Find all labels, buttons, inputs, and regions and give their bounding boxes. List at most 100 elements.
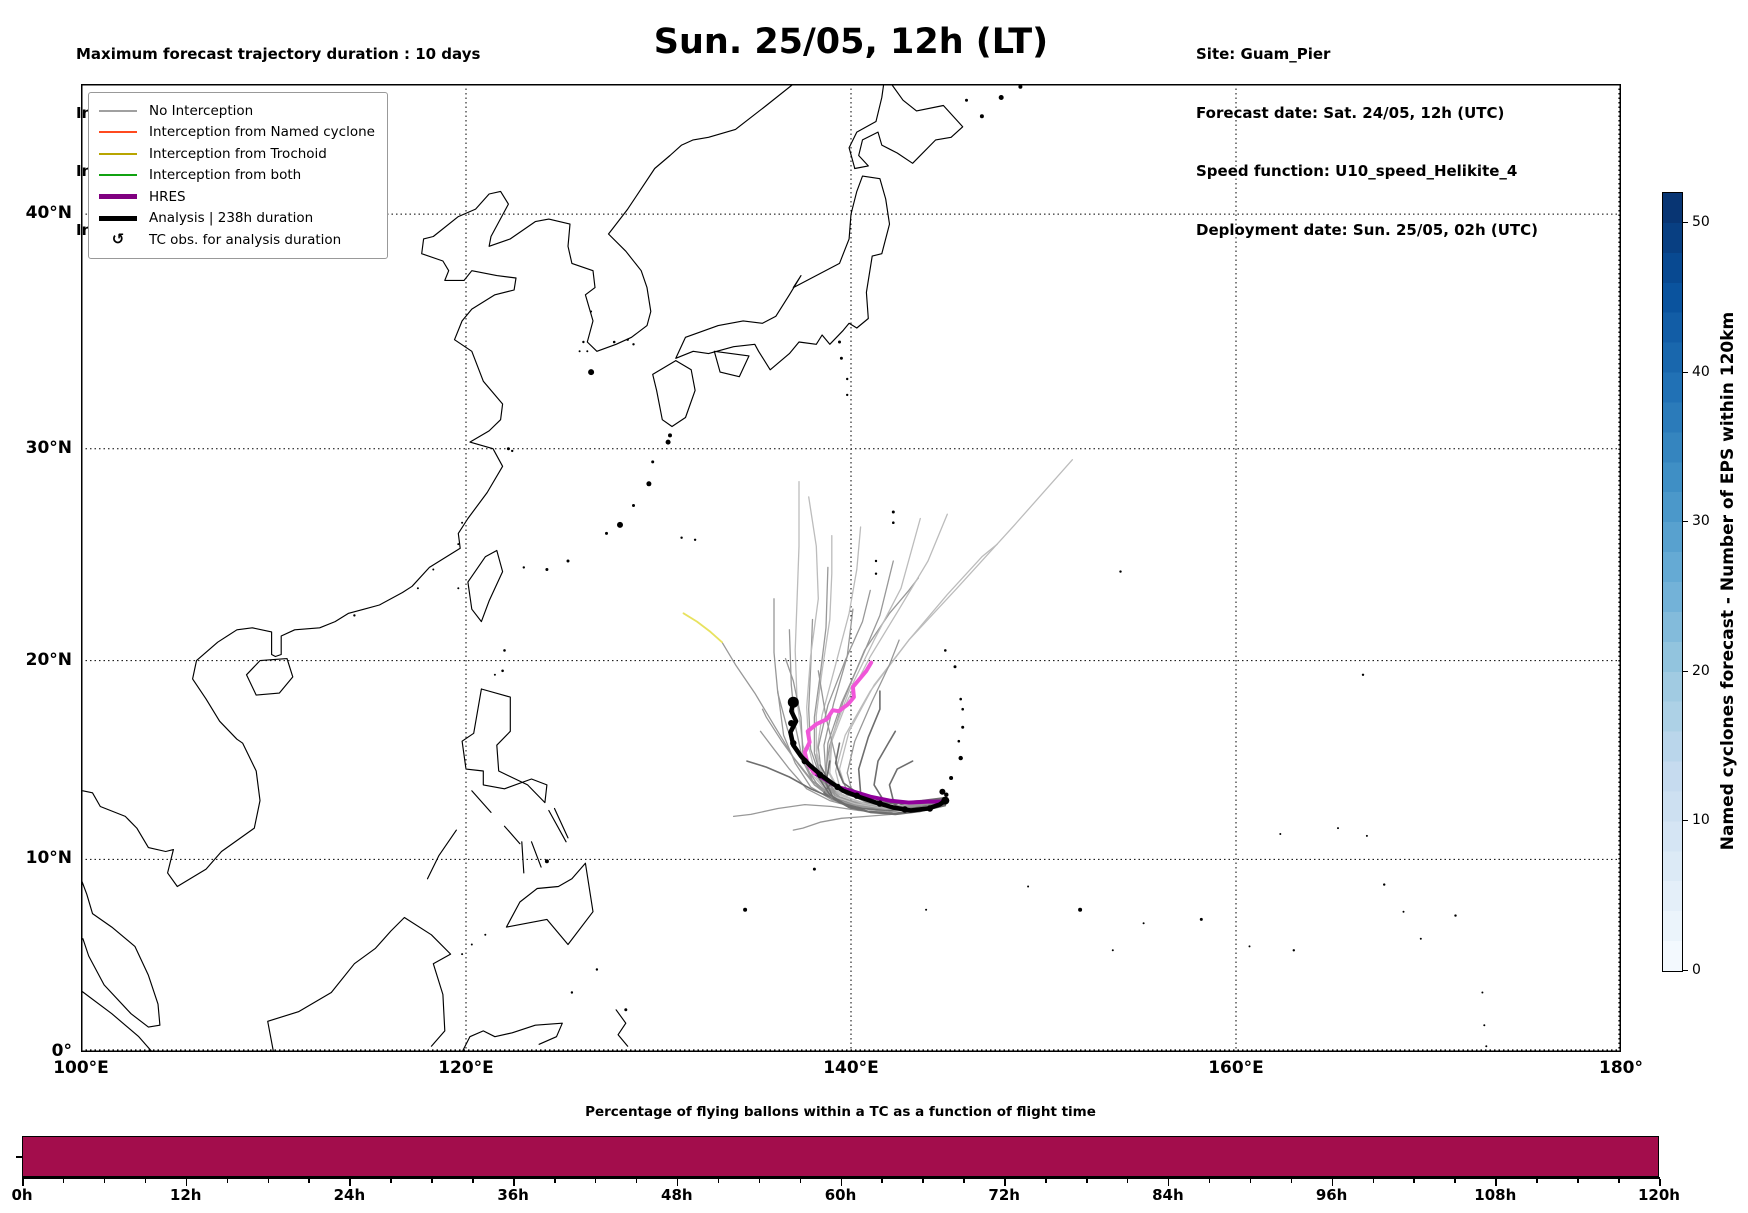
island-dot xyxy=(891,510,895,514)
island-dot xyxy=(958,755,963,761)
x-major-tick xyxy=(1659,1179,1661,1186)
island-dot xyxy=(953,665,957,669)
island-dot xyxy=(566,559,570,563)
island-dot xyxy=(457,587,460,590)
x-tick-label: 24h xyxy=(333,1186,366,1204)
island-dot xyxy=(925,908,928,911)
tc-obs-marker xyxy=(926,805,934,812)
legend-line-swatch xyxy=(99,131,137,134)
tc-obs-marker xyxy=(787,696,799,708)
x-major-tick xyxy=(22,1179,24,1186)
island-dot xyxy=(1111,949,1114,952)
x-minor-tick xyxy=(1618,1179,1620,1183)
deployment-date: Deployment date: Sun. 25/05, 02h (UTC) xyxy=(1196,220,1539,239)
island-dot xyxy=(416,587,419,590)
island-dot xyxy=(1142,922,1145,925)
island-dot xyxy=(1454,914,1457,917)
lon-tick-label: 180° xyxy=(1599,1058,1643,1078)
island-dot xyxy=(493,673,496,676)
island-dot xyxy=(1078,907,1083,912)
param-max-duration: Maximum forecast trajectory duration : 1… xyxy=(76,45,481,63)
coastline xyxy=(521,841,525,874)
map-canvas xyxy=(80,83,1621,1053)
x-minor-tick xyxy=(1126,1179,1129,1183)
x-major-tick xyxy=(676,1179,679,1186)
island-dot xyxy=(612,340,616,344)
x-major-tick xyxy=(1004,1179,1006,1186)
colorbar-tick xyxy=(1683,521,1688,523)
coastline xyxy=(80,990,153,1053)
island-dot xyxy=(961,707,964,711)
island-dot xyxy=(944,792,949,797)
tc-obs-marker xyxy=(834,783,841,791)
island-dot xyxy=(353,614,356,617)
legend-item: HRES xyxy=(99,186,375,208)
coastline xyxy=(467,549,504,623)
island-dot xyxy=(461,521,464,524)
tc-obs-marker xyxy=(788,720,795,727)
legend-item: ↺ TC obs. for analysis duration xyxy=(99,229,375,251)
island-dot xyxy=(651,460,655,464)
coastline xyxy=(854,83,964,170)
ensemble-trajectory xyxy=(857,690,947,809)
x-minor-tick xyxy=(308,1179,310,1183)
x-major-tick xyxy=(840,1179,842,1186)
coastline xyxy=(461,1022,563,1053)
coastline xyxy=(505,862,594,946)
x-minor-tick xyxy=(1045,1179,1047,1183)
tc-obs-marker xyxy=(817,771,824,779)
island-dot xyxy=(1383,883,1386,886)
tc-percentage-bar xyxy=(22,1136,1659,1177)
tc-obs-marker xyxy=(901,806,909,813)
island-dot xyxy=(484,933,487,936)
island-dot xyxy=(501,669,504,673)
x-minor-tick xyxy=(717,1179,720,1183)
page-title: Sun. 25/05, 12h (LT) xyxy=(653,22,1049,62)
legend-line xyxy=(99,174,137,177)
tc-obs-marker xyxy=(801,757,808,765)
island-dot xyxy=(1483,1024,1486,1027)
coastline xyxy=(267,916,452,1053)
coastline xyxy=(426,829,457,880)
x-minor-tick xyxy=(62,1179,65,1183)
x-minor-tick xyxy=(1208,1179,1211,1183)
coastline xyxy=(652,360,696,428)
island-dot xyxy=(838,340,841,344)
island-dot xyxy=(1279,833,1282,835)
ensemble-trajectory xyxy=(834,459,1074,810)
island-dot xyxy=(846,393,849,397)
island-dot xyxy=(1481,991,1484,994)
island-dot xyxy=(693,538,697,541)
x-tick-label: 108h xyxy=(1474,1186,1517,1204)
island-dot xyxy=(544,859,549,864)
lon-tick-label: 140°E xyxy=(823,1058,879,1078)
island-dot xyxy=(812,867,816,871)
bottom-chart-title: Percentage of flying ballons within a TC… xyxy=(585,1104,1096,1120)
island-dot xyxy=(624,1008,628,1012)
x-minor-tick xyxy=(922,1179,924,1183)
x-minor-tick xyxy=(226,1179,229,1183)
legend-item-label: HRES xyxy=(149,188,186,205)
bottom-y-tick xyxy=(16,1156,22,1158)
legend-item-label: Interception from both xyxy=(149,167,302,184)
x-major-tick xyxy=(1331,1179,1334,1186)
legend-line xyxy=(99,131,137,134)
island-dot xyxy=(595,968,599,971)
trajectory-map xyxy=(80,83,1621,1053)
x-minor-tick xyxy=(390,1179,392,1183)
x-minor-tick xyxy=(472,1179,474,1183)
island-dot xyxy=(874,572,878,575)
x-minor-tick xyxy=(1249,1179,1252,1183)
legend-item: Analysis | 238h duration xyxy=(99,208,375,230)
legend-line xyxy=(99,152,137,155)
x-major-tick xyxy=(513,1179,515,1186)
colorbar-tick-label: 0 xyxy=(1692,962,1701,978)
lon-tick-label: 120°E xyxy=(438,1058,494,1078)
island-dot xyxy=(743,907,748,912)
x-minor-tick xyxy=(758,1179,761,1183)
island-dot xyxy=(1485,1045,1488,1048)
legend-item-label: Interception from Named cyclone xyxy=(149,124,375,141)
site-info-block: Site: Guam_Pier Forecast date: Sat. 24/0… xyxy=(1196,6,1538,279)
island-dot xyxy=(1402,910,1405,913)
